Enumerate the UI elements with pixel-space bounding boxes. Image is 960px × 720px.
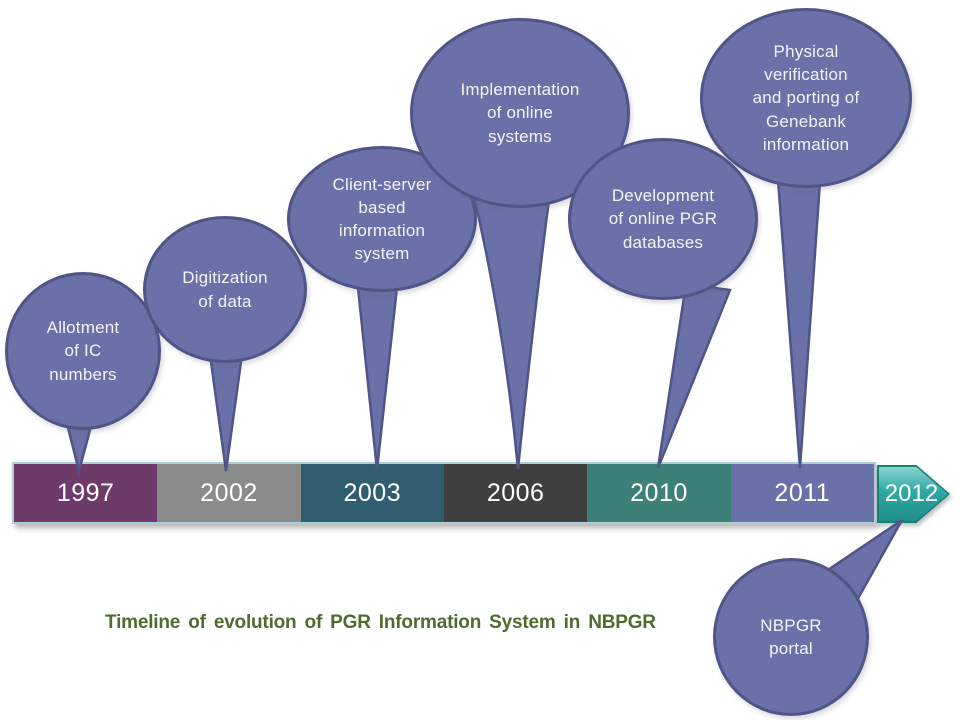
tail-physical bbox=[776, 178, 822, 469]
timeline-segment-2002: 2002 bbox=[157, 464, 301, 522]
timeline-bar: 1997 2002 2003 2006 2010 2011 bbox=[12, 462, 876, 524]
timeline-segment-1997: 1997 bbox=[14, 464, 158, 522]
timeline-segment-2006: 2006 bbox=[443, 464, 588, 522]
timeline-segment-2003: 2003 bbox=[300, 464, 444, 522]
timeline-arrow-2012: 2012 bbox=[877, 465, 950, 523]
bubble-implementation-label: Implementation of online systems bbox=[460, 80, 580, 146]
bubble-physical-label: Physical verification and porting of Gen… bbox=[752, 42, 860, 154]
tail-implementation bbox=[471, 190, 552, 470]
bubble-nbpgr-portal-label: NBPGR portal bbox=[760, 615, 822, 658]
timeline-segment-2010: 2010 bbox=[587, 464, 731, 522]
year-label-2010: 2010 bbox=[630, 478, 688, 507]
bubble-digitization-label: Digitization of data bbox=[182, 268, 268, 311]
year-label-2003: 2003 bbox=[343, 478, 402, 507]
timeline-segment-2011: 2011 bbox=[730, 464, 874, 522]
bubble-physical: Physical verification and porting of Gen… bbox=[700, 8, 912, 188]
year-label-2002: 2002 bbox=[200, 478, 258, 507]
bubble-nbpgr-portal: NBPGR portal bbox=[713, 558, 869, 716]
year-label-2012: 2012 bbox=[884, 480, 939, 507]
year-label-2011: 2011 bbox=[774, 478, 831, 507]
tail-client-server bbox=[355, 276, 400, 471]
caption: Timeline of evolution of PGR Information… bbox=[105, 612, 656, 633]
bubble-allotment: Allotment of IC numbers bbox=[5, 272, 161, 430]
year-label-2006: 2006 bbox=[486, 478, 545, 507]
bubble-allotment-label: Allotment of IC numbers bbox=[46, 318, 120, 384]
bubble-digitization: Digitization of data bbox=[143, 216, 307, 363]
bubble-client-server-label: Client-server based information system bbox=[332, 174, 432, 264]
bubble-development-label: Development of online PGR databases bbox=[608, 186, 718, 252]
year-label-1997: 1997 bbox=[56, 478, 115, 507]
bubble-implementation: Implementation of online systems bbox=[410, 18, 630, 208]
tail-development bbox=[656, 282, 732, 469]
bubble-development: Development of online PGR databases bbox=[568, 138, 758, 300]
